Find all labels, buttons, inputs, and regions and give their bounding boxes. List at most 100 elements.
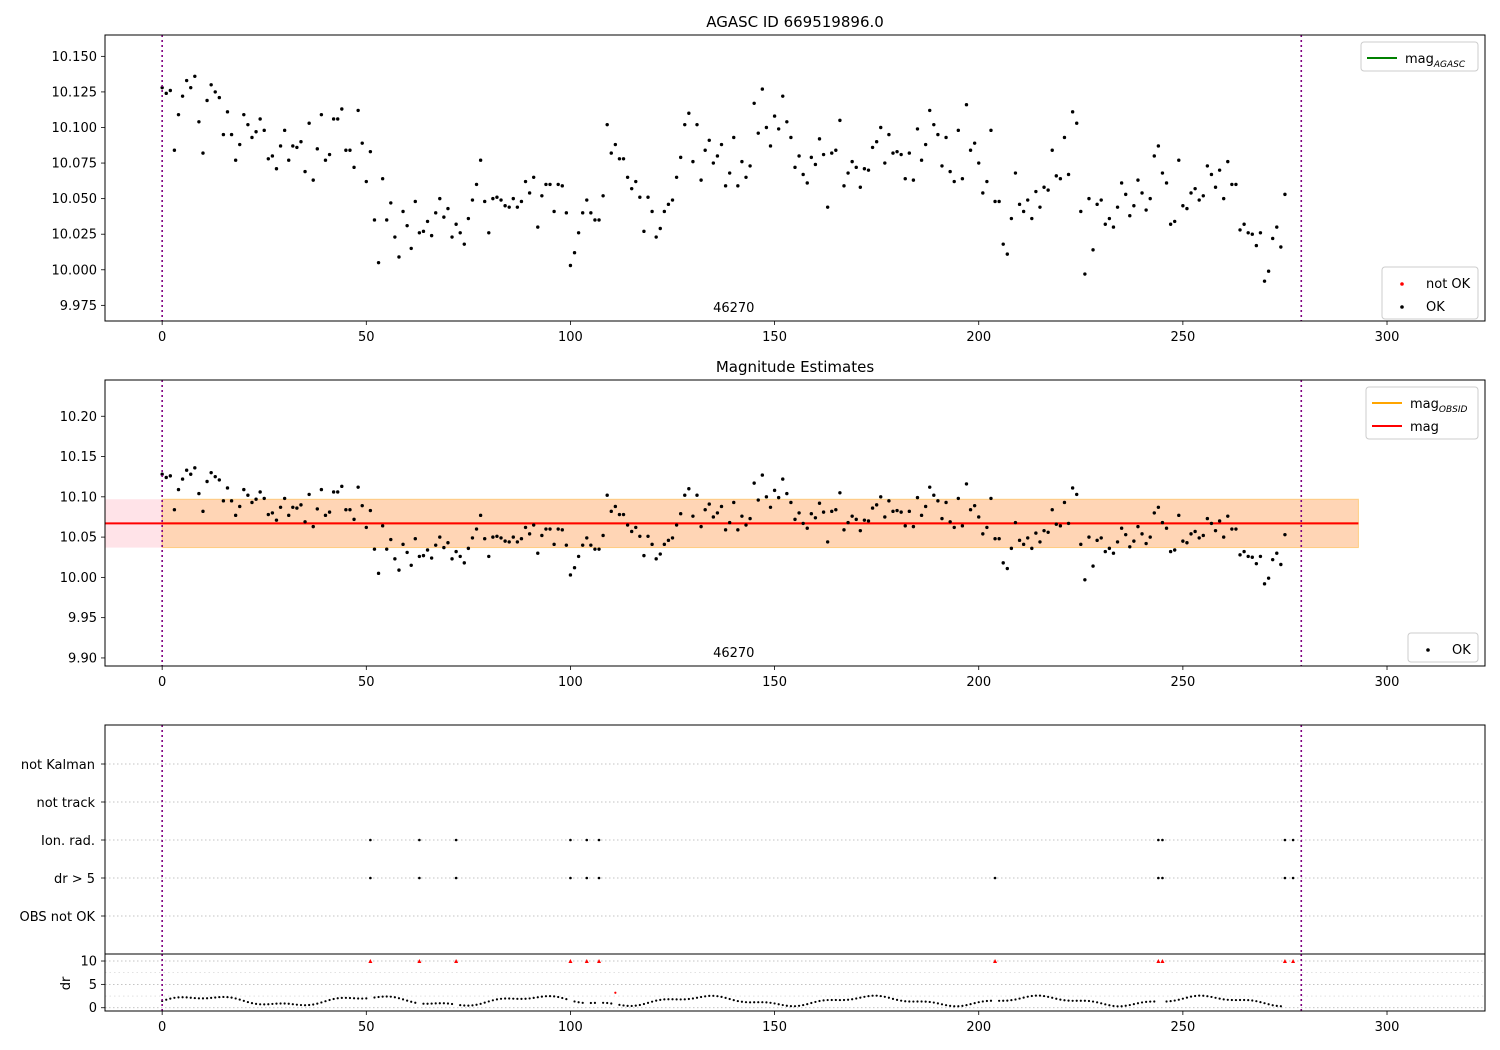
panel1-data-point <box>895 149 899 154</box>
panel2-data-point <box>919 513 924 518</box>
panel2-data-point <box>1185 541 1189 545</box>
panel2-data-point <box>385 547 389 551</box>
panel3-category-label: not track <box>36 796 95 811</box>
panel1-data-point <box>1173 219 1177 224</box>
panel1-data-point <box>499 198 503 202</box>
panel4-dr-point <box>806 1002 809 1006</box>
panel4-dr-point <box>475 1003 478 1006</box>
panel2-data-point <box>1156 505 1161 509</box>
panel2-data-point <box>972 503 977 508</box>
panel2-data-point <box>1107 546 1112 551</box>
panel2-data-point <box>352 517 356 522</box>
panel2-data-point <box>299 503 303 507</box>
panel2-data-point <box>723 528 728 532</box>
panel4-dr-point <box>1063 999 1066 1002</box>
panel1-data-point <box>719 142 724 147</box>
panel1-data-point <box>1140 191 1144 195</box>
panel4-dr-point <box>320 1001 323 1004</box>
panel1-data-point <box>348 148 352 152</box>
panel2-data-point <box>589 543 593 547</box>
panel1-data-point <box>789 135 793 140</box>
panel1-data-point <box>972 141 977 145</box>
panel2-data-point <box>405 550 409 555</box>
panel1-data-point <box>801 172 805 177</box>
panel2-data-point <box>417 554 422 559</box>
panel4-dr-point <box>1022 996 1025 999</box>
panel2-data-point <box>397 568 401 572</box>
panel2-data-point <box>536 551 540 555</box>
panel4-dr-point <box>871 994 874 997</box>
panel1-data-point <box>834 148 838 152</box>
panel1-data-point <box>748 164 752 168</box>
panel2-data-point <box>593 547 597 551</box>
panel2-data-point <box>580 543 585 547</box>
panel4-dr-point <box>438 1002 441 1005</box>
panel4-dr-point <box>924 1000 927 1003</box>
panel4-dr-point <box>814 1000 817 1004</box>
panel2-data-point <box>1254 561 1259 566</box>
panel2-data-point <box>842 528 846 532</box>
panel4-ytick-label: 5 <box>89 978 97 993</box>
panel2-data-point <box>307 492 311 497</box>
panel1-data-point <box>1221 196 1226 201</box>
panel2-data-point <box>1119 526 1124 530</box>
panel1-data-point <box>1217 168 1222 172</box>
panel4-dr-point <box>557 995 560 999</box>
panel2-data-point <box>711 515 716 519</box>
panel4-dr-point <box>1177 998 1180 1001</box>
panel4-dr-point <box>932 1001 935 1004</box>
panel2-data-point <box>478 513 483 518</box>
panel1-data-point <box>1026 198 1030 202</box>
panel4-dr-point <box>214 996 217 999</box>
panel4-dr-point <box>610 1002 613 1005</box>
panel4-dr-point <box>708 994 711 997</box>
panel4-dr-point <box>1153 1000 1156 1003</box>
panel1-data-point <box>768 144 773 148</box>
panel1-data-point <box>658 226 662 231</box>
panel2-data-point <box>1079 542 1083 547</box>
panel1-data-point <box>1193 186 1197 191</box>
panel2-data-point <box>495 534 499 538</box>
panel4-dr-point <box>544 995 548 998</box>
panel1-data-point <box>1283 192 1287 197</box>
panel4-dr-point <box>679 998 682 1001</box>
panel1-data-point <box>597 218 601 222</box>
panel2-data-point <box>470 536 475 540</box>
panel1-data-point <box>854 165 858 170</box>
panel4-outlier-point <box>614 991 617 994</box>
panel4-dr-point <box>699 995 703 999</box>
panel4-dr-point <box>785 1004 788 1007</box>
panel1-data-point <box>250 135 254 140</box>
panel1-data-point <box>772 114 777 118</box>
panel2-data-point <box>429 556 434 560</box>
panel1-data-point <box>319 112 324 117</box>
panel1-frame <box>104 34 1486 322</box>
panel2-data-point <box>960 524 965 528</box>
panel2-data-point <box>891 509 895 514</box>
panel1-data-point <box>270 154 275 158</box>
panel3-flag-point <box>1283 838 1287 842</box>
panel1-data-point <box>1156 144 1161 148</box>
panel4-dr-point <box>1124 1004 1127 1007</box>
panel4-dr-point <box>467 1004 470 1007</box>
panel2-data-point <box>527 532 532 536</box>
panel4-dr-point <box>957 1005 960 1008</box>
panel1-data-point <box>393 235 397 239</box>
panel1-ytick-label: 10.000 <box>52 263 98 278</box>
panel1-data-point <box>1213 185 1218 189</box>
panel4-dr-point <box>1263 1002 1266 1005</box>
panel4-dr-point <box>732 999 735 1002</box>
panel4-dr-point <box>1255 1000 1258 1003</box>
panel1-data-point <box>1279 245 1283 249</box>
panel2-data-point <box>1275 551 1279 555</box>
panel2-data-point <box>940 516 944 521</box>
panel1-bottom-legend <box>1381 266 1479 320</box>
panel1-bottom-legend-point-swatch <box>1400 305 1404 309</box>
panel1-ytick-label: 10.125 <box>52 85 98 100</box>
panel4-dr-point <box>254 1002 258 1005</box>
panel2-data-point <box>936 499 940 503</box>
panel1-data-point <box>629 186 634 191</box>
panel4-dr-point <box>842 998 846 1002</box>
panel4-dr-point <box>459 1004 462 1007</box>
panel2-data-point <box>409 563 413 567</box>
